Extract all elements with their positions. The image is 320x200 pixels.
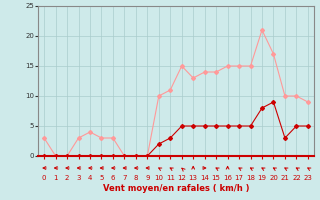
X-axis label: Vent moyen/en rafales ( km/h ): Vent moyen/en rafales ( km/h ): [103, 184, 249, 193]
